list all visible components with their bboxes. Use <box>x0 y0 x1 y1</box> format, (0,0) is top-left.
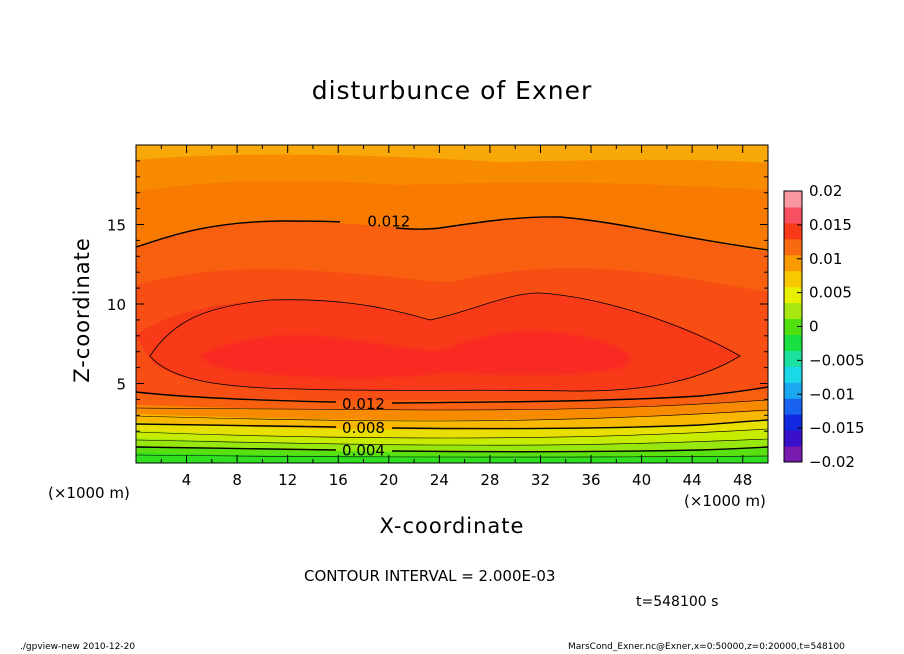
colorbar-tick-label: 0.015 <box>809 216 852 234</box>
contour-labels: 0.012 0.012 0.008 0.004 <box>342 212 410 459</box>
x-tick-label: 4 <box>182 471 192 489</box>
colorbar-tick-label: −0.005 <box>809 351 865 369</box>
time-label: t=548100 s <box>636 594 719 610</box>
contour-label: 0.012 <box>367 212 410 230</box>
y-tick-label: 15 <box>107 217 126 235</box>
contour-label: 0.008 <box>342 419 385 437</box>
colorbar-swatch <box>784 238 802 256</box>
x-tick-label: 20 <box>379 471 398 489</box>
colorbar-swatch <box>784 206 802 224</box>
footer-right: MarsCond_Exner.nc@Exner,x=0:50000,z=0:20… <box>568 642 845 652</box>
colorbar-tick-label: 0.01 <box>809 250 842 268</box>
x-tick-label: 12 <box>278 471 297 489</box>
contour-interval-label: CONTOUR INTERVAL = 2.000E-03 <box>304 567 556 585</box>
colorbar-tick-label: −0.015 <box>809 419 865 437</box>
x-axis-ticks: 4 8 12 16 20 24 28 32 36 40 44 48 <box>160 145 752 489</box>
colorbar-swatch <box>784 398 802 415</box>
contour-label: 0.004 <box>342 441 385 459</box>
colorbar-swatch <box>784 270 802 288</box>
x-tick-label: 28 <box>480 471 499 489</box>
x-tick-label: 8 <box>232 471 242 489</box>
colorbar-tick-label: 0.005 <box>809 284 852 302</box>
colorbar-swatch <box>784 222 802 240</box>
y-tick-label: 5 <box>116 376 126 394</box>
footer-left: ./gpview-new 2010-12-20 <box>20 642 136 652</box>
y-axis-ticks: 5 10 15 <box>107 160 768 448</box>
x-tick-label: 40 <box>632 471 651 489</box>
colorbar-swatch <box>784 191 802 208</box>
colorbar-tick-label: 0.02 <box>809 182 842 200</box>
colorbar-swatch <box>784 334 802 351</box>
y-tick-label: 10 <box>107 296 126 314</box>
colorbar: 0.02 0.015 0.01 0.005 0 −0.005 −0.01 −0.015 −0.0… <box>783 182 865 471</box>
x-tick-label: 44 <box>683 471 702 489</box>
x-tick-label: 48 <box>733 471 752 489</box>
colorbar-swatch <box>784 414 802 431</box>
x-tick-label: 32 <box>531 471 550 489</box>
x-tick-label: 16 <box>329 471 348 489</box>
x-unit-right: (×1000 m) <box>684 492 766 510</box>
colorbar-swatch <box>784 446 802 463</box>
colorbar-tick-label: −0.01 <box>809 385 855 403</box>
colorbar-tick-label: 0 <box>809 318 819 336</box>
colorbar-swatch <box>784 318 802 335</box>
x-unit-left: (×1000 m) <box>48 484 130 502</box>
contour-fill <box>136 145 768 463</box>
chart-title: disturbunce of Exner <box>311 76 593 105</box>
contour-label: 0.012 <box>342 395 385 413</box>
contour-lines <box>136 216 768 458</box>
x-tick-label: 36 <box>581 471 600 489</box>
colorbar-swatch <box>784 302 802 320</box>
colorbar-swatch <box>784 350 802 367</box>
colorbar-swatch <box>784 382 802 399</box>
x-axis-label: X-coordinate <box>379 514 525 538</box>
colorbar-tick-label: −0.02 <box>809 453 855 471</box>
colorbar-swatch <box>784 254 802 272</box>
x-tick-label: 24 <box>430 471 449 489</box>
colorbar-swatch <box>784 366 802 383</box>
colorbar-swatch <box>784 286 802 304</box>
colorbar-swatch <box>784 430 802 447</box>
